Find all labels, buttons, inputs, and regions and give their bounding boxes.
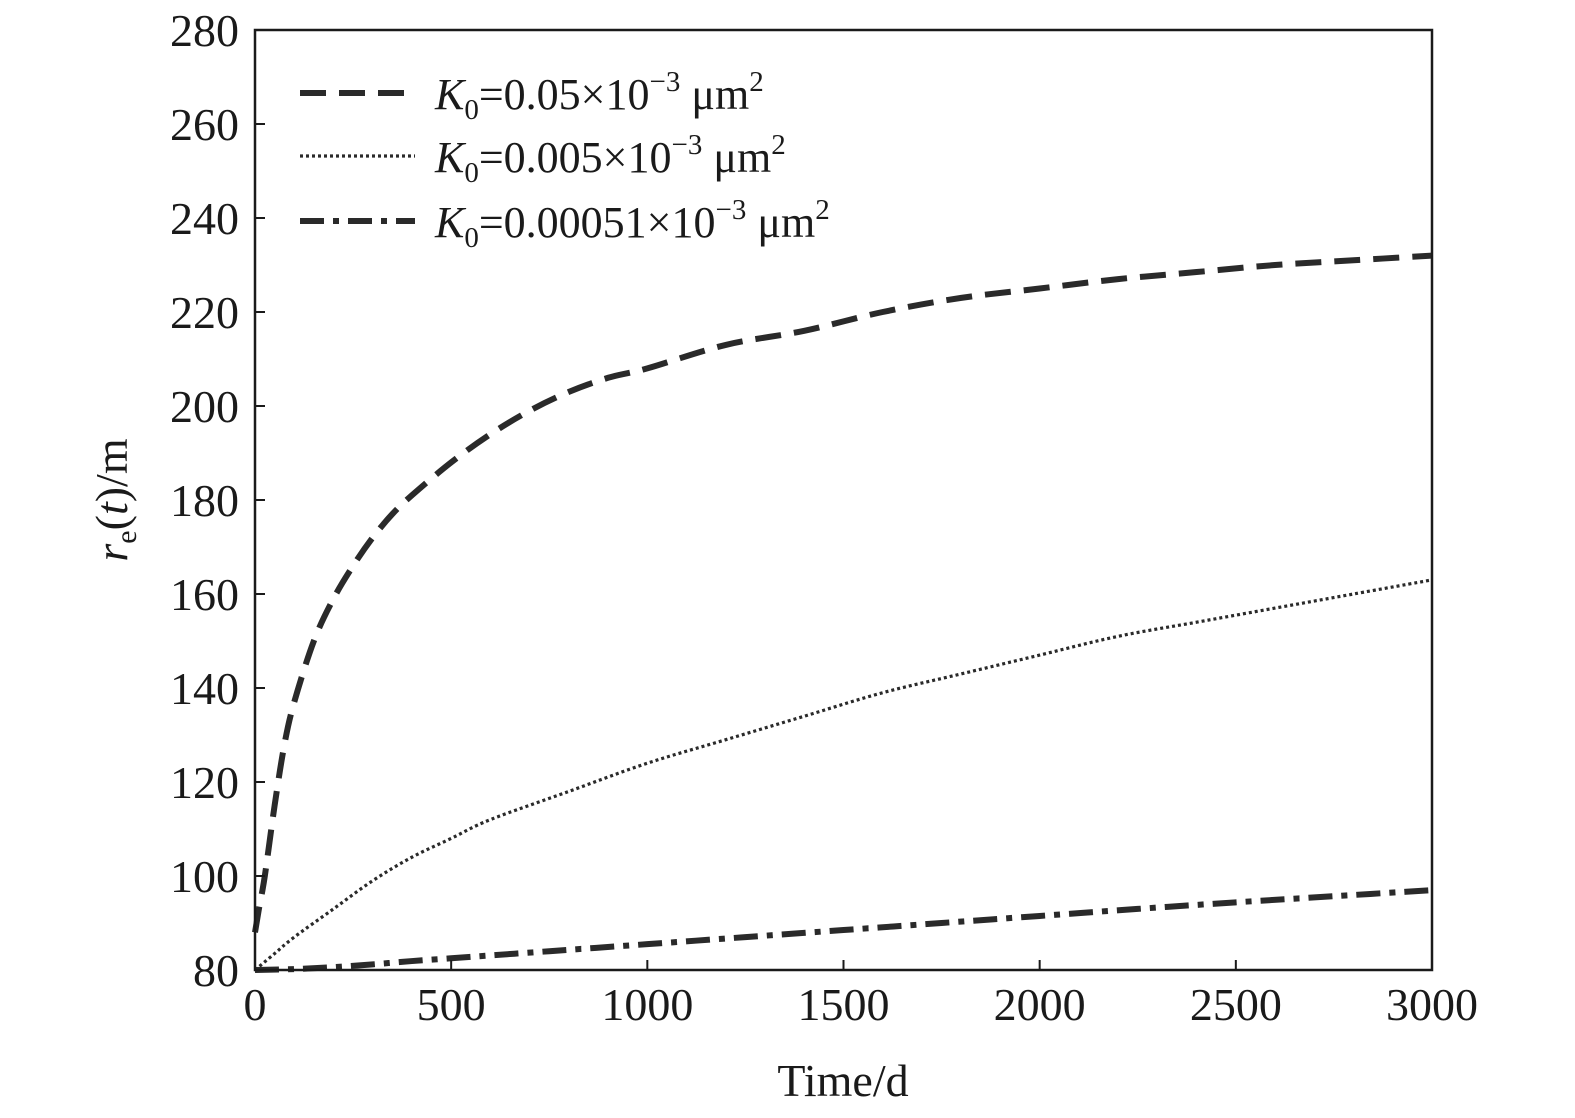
y-axis-title-tail: )/m [86, 438, 137, 502]
legend-label-2: K0=0.005×10−3 μm2 [434, 129, 786, 189]
y-tick-label: 100 [170, 851, 239, 902]
y-tick-label: 220 [170, 287, 239, 338]
x-tick-label: 0 [244, 979, 267, 1030]
x-tick-label: 500 [417, 979, 486, 1030]
y-axis-title-t: t [86, 501, 137, 515]
y-axis-title-open-paren: ( [86, 515, 137, 530]
legend-label-1: K0=0.05×10−3 μm2 [434, 66, 764, 126]
y-tick-label: 200 [170, 381, 239, 432]
y-tick-label: 280 [170, 5, 239, 56]
series-line-3 [254, 887, 1433, 973]
plot-frame [253, 28, 1434, 972]
y-tick-label: 120 [170, 757, 239, 808]
x-tick-label: 3000 [1386, 979, 1478, 1030]
y-tick-label: 240 [170, 193, 239, 244]
y-tick-label: 180 [170, 475, 239, 526]
x-tick-label: 2000 [994, 979, 1086, 1030]
x-axis: 0 500 1000 1500 2000 2500 3000 [244, 960, 1478, 1030]
series-layer [252, 252, 1433, 973]
series-line-2 [253, 578, 1433, 972]
y-axis-title-subscript: e [110, 530, 143, 543]
y-axis-title-r: r [86, 543, 137, 562]
y-tick-label: 160 [170, 569, 239, 620]
y-tick-label: 260 [170, 99, 239, 150]
series-line-1 [252, 252, 1433, 933]
y-tick-label: 140 [170, 663, 239, 714]
x-axis-title: Time/d [777, 1055, 908, 1106]
x-tick-label: 1500 [798, 979, 890, 1030]
y-tick-label: 80 [193, 945, 239, 996]
x-tick-label: 2500 [1190, 979, 1282, 1030]
y-axis-title: re(t)/m [86, 438, 143, 561]
legend-label-3: K0=0.00051×10−3 μm2 [434, 194, 830, 254]
y-axis: 80 100 120 140 160 180 200 220 240 260 280 [170, 5, 265, 996]
x-tick-label: 1000 [601, 979, 693, 1030]
